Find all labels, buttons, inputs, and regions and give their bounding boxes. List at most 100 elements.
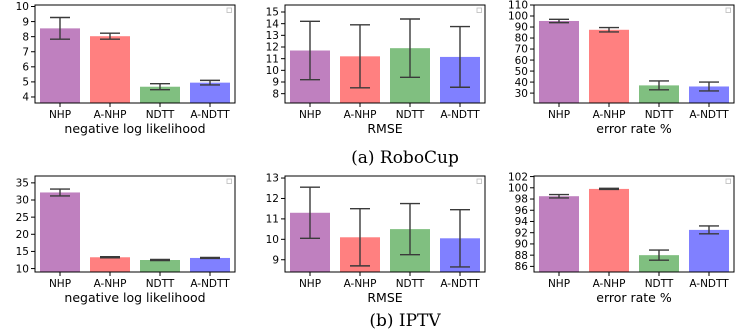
bar-ndtt [140, 260, 180, 272]
x-tick-label: NHP [299, 278, 321, 290]
y-tick-label: 92 [515, 227, 528, 239]
error-bar-nhp [549, 18, 569, 24]
y-tick-label: 90 [515, 239, 528, 251]
caption-robocup: (a) RoboCup [351, 148, 459, 168]
x-tick-label: NDTT [645, 278, 674, 290]
y-tick-label: 11 [266, 214, 279, 226]
y-tick-label: 8 [22, 31, 29, 43]
bar-a-nhp [589, 188, 629, 272]
x-axis-label: negative log likelihood [64, 121, 205, 136]
error-bar-a-nhp [599, 26, 619, 33]
y-tick-label: 12 [266, 42, 279, 54]
bar-nhp [539, 20, 579, 103]
y-tick-label: 9 [22, 16, 29, 28]
y-tick-label: 35 [16, 178, 29, 190]
x-axis-label: error rate % [596, 121, 672, 136]
error-bar-a-nhp [599, 187, 619, 191]
y-tick-label: 20 [16, 229, 29, 241]
y-tick-label: 7 [22, 46, 29, 58]
error-bar-nhp [300, 20, 320, 81]
x-tick-label: NHP [49, 278, 71, 290]
y-tick-label: 30 [16, 195, 29, 207]
x-tick-label: A-NDTT [190, 278, 230, 290]
y-tick-label: 100 [508, 182, 528, 194]
caption-iptv: (b) IPTV [369, 311, 441, 331]
y-tick-label: 9 [272, 77, 279, 89]
y-tick-label: 14 [266, 18, 280, 30]
legend-marker [226, 178, 232, 184]
plot-frame [34, 175, 236, 273]
x-tick-label: A-NDTT [689, 278, 729, 290]
error-bar-a-nhp [100, 32, 120, 40]
legend-marker [476, 178, 482, 184]
error-bar-ndtt [649, 249, 669, 261]
y-tick-label: 6 [22, 62, 29, 74]
x-tick-label: A-NHP [593, 109, 626, 121]
x-axis-label: RMSE [367, 290, 402, 305]
y-tick-label: 10 [16, 1, 29, 13]
bar-nhp [40, 28, 80, 103]
y-tick-label: 25 [16, 212, 29, 224]
y-tick-label: 15 [266, 7, 279, 19]
error-bar-ndtt [400, 202, 420, 256]
legend-marker [725, 7, 731, 13]
y-tick-label: 10 [266, 234, 279, 246]
plot-frame [533, 175, 735, 273]
y-tick-label: 12 [266, 193, 279, 205]
y-tick-label: 102 [508, 171, 528, 183]
error-bar-nhp [50, 188, 70, 197]
plot-frame [34, 4, 236, 104]
y-tick-label: 98 [515, 194, 528, 206]
y-tick-label: 8 [272, 88, 279, 100]
x-tick-label: NDTT [146, 278, 175, 290]
bar-a-ndtt [190, 257, 230, 272]
x-tick-label: A-NHP [94, 278, 127, 290]
x-axis-label: error rate % [596, 290, 672, 305]
x-tick-label: NHP [548, 278, 570, 290]
y-tick-label: 5 [22, 77, 29, 89]
error-bar-ndtt [400, 18, 420, 79]
x-tick-label: NDTT [396, 278, 425, 290]
legend-marker [476, 7, 482, 13]
x-tick-label: NDTT [645, 109, 674, 121]
x-tick-label: NDTT [396, 109, 425, 121]
x-tick-label: A-NDTT [190, 109, 230, 121]
y-tick-label: 40 [515, 77, 528, 89]
y-tick-label: 50 [515, 66, 528, 78]
error-bar-nhp [549, 193, 569, 199]
x-axis-label: negative log likelihood [64, 290, 205, 305]
y-tick-label: 86 [515, 261, 529, 273]
error-bar-a-ndtt [450, 25, 470, 88]
y-tick-label: 10 [16, 263, 29, 275]
y-tick-label: 60 [515, 55, 528, 67]
y-tick-label: 94 [515, 216, 529, 228]
y-tick-label: 11 [266, 53, 279, 65]
plot-frame [533, 4, 735, 104]
error-bar-a-nhp [350, 24, 370, 89]
y-tick-label: 100 [508, 11, 528, 23]
y-tick-label: 80 [515, 33, 528, 45]
bar-nhp [40, 192, 80, 272]
y-tick-label: 4 [22, 92, 29, 104]
x-tick-label: NHP [49, 109, 71, 121]
error-bar-a-ndtt [699, 81, 719, 92]
bar-nhp [539, 196, 579, 272]
y-tick-label: 9 [272, 254, 279, 266]
x-axis-label: RMSE [367, 121, 402, 136]
x-tick-label: A-NHP [94, 109, 127, 121]
error-bar-ndtt [150, 83, 170, 91]
x-tick-label: NHP [548, 109, 570, 121]
y-tick-label: 10 [266, 65, 279, 77]
error-bar-ndtt [150, 258, 170, 262]
y-tick-label: 13 [266, 30, 279, 42]
error-bar-a-ndtt [200, 79, 220, 86]
x-tick-label: A-NHP [344, 278, 377, 290]
bar-a-nhp [90, 36, 130, 103]
